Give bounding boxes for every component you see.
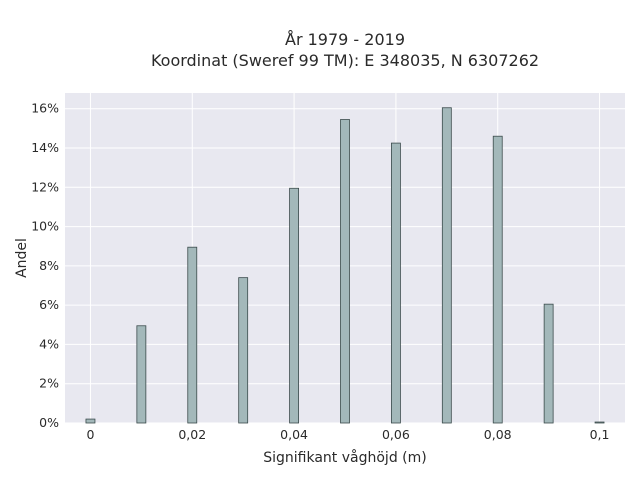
y-tick-label: 14% xyxy=(31,140,59,155)
x-tick-label: 0,06 xyxy=(382,427,410,442)
histogram-bar xyxy=(187,246,198,424)
histogram-bar xyxy=(594,421,605,424)
histogram-bar xyxy=(441,107,452,424)
x-tick-label: 0,1 xyxy=(590,427,610,442)
histogram-bar xyxy=(391,142,401,424)
y-tick-labels: 0% 2% 4% 6% 8% 10% 12% 14% 16% xyxy=(31,101,59,430)
histogram-bar xyxy=(340,119,350,424)
y-tick-label: 16% xyxy=(31,101,59,116)
x-axis-label: Signifikant våghöjd (m) xyxy=(263,449,426,466)
histogram-bar xyxy=(238,277,249,424)
histogram-bar xyxy=(136,325,147,424)
y-axis-label: Andel xyxy=(14,238,30,278)
y-tick-label: 8% xyxy=(39,258,59,273)
histogram-bar xyxy=(85,418,96,424)
y-tick-label: 2% xyxy=(39,376,59,391)
x-tick-label: 0,08 xyxy=(484,427,512,442)
x-tick-label: 0,04 xyxy=(280,427,308,442)
y-tick-label: 4% xyxy=(39,336,59,351)
histogram-bar xyxy=(289,187,299,424)
chart-title-line2: Koordinat (Sweref 99 TM): E 348035, N 63… xyxy=(151,51,539,70)
x-tick-label: 0 xyxy=(86,427,94,442)
x-tick-label: 0,02 xyxy=(178,427,206,442)
chart-title-line1: År 1979 - 2019 xyxy=(285,30,405,49)
y-tick-label: 6% xyxy=(39,297,59,312)
y-tick-label: 0% xyxy=(39,415,59,430)
y-tick-label: 10% xyxy=(31,219,59,234)
y-tick-label: 12% xyxy=(31,179,59,194)
histogram-bar xyxy=(492,135,503,424)
bars xyxy=(85,107,605,424)
x-tick-labels: 0 0,02 0,04 0,06 0,08 0,1 xyxy=(86,427,609,442)
histogram-bar xyxy=(543,303,554,424)
